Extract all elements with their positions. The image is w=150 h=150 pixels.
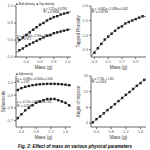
svg-text:1.2: 1.2 [48,129,54,134]
svg-text:0.6: 0.6 [37,59,43,64]
svg-text:y = -0.064x²+7.93x+76.03R² = 0: y = -0.064x²+7.93x+76.03R² = 0.971 [17,34,52,42]
svg-text:0.3: 0.3 [82,47,88,52]
svg-text:0.7: 0.7 [119,59,125,64]
svg-text:0.8: 0.8 [8,20,14,25]
svg-text:4: 4 [86,120,89,125]
svg-text:1.0: 1.0 [8,3,14,8]
svg-text:y = -0.081x²+0.002x+1.001R² =: y = -0.081x²+0.002x+1.001R² = 0.87 [17,77,53,85]
svg-text:16: 16 [84,73,89,78]
svg-text:0.8: 0.8 [8,105,14,110]
svg-text:0.9: 0.9 [133,59,139,64]
svg-text:0.5: 0.5 [82,18,88,23]
svg-text:0.8: 0.8 [108,129,114,134]
svg-text:Tapped Porosity: Tapped Porosity [76,15,81,48]
svg-text:0.4: 0.4 [94,129,100,134]
svg-text:y = -0.662x²+1.089x+0.042R² =: y = -0.662x²+1.089x+0.042R² = 0.9798 [92,7,128,15]
svg-text:y = 1.27x+0.0793R² = 0.9884: y = 1.27x+0.0793R² = 0.9884 [44,7,68,15]
svg-text:0.3: 0.3 [92,59,98,64]
svg-text:Angle of repose: Angle of repose [76,85,81,117]
svg-text:■ Bulk density ■ Tap density: ■ Bulk density ■ Tap density [16,2,55,6]
svg-text:0.4: 0.4 [19,129,25,134]
svg-text:1.0: 1.0 [8,80,14,85]
svg-text:12: 12 [84,89,89,94]
svg-text:0.4: 0.4 [8,54,14,59]
svg-text:1.0: 1.0 [65,59,71,64]
svg-text:0.6: 0.6 [8,37,14,42]
svg-text:1.2: 1.2 [123,129,129,134]
svg-text:Mass (g): Mass (g) [110,135,128,140]
svg-text:0.6: 0.6 [82,3,88,8]
svg-text:0.4: 0.4 [82,33,88,38]
svg-text:Mass (g): Mass (g) [110,65,128,70]
svg-text:Fig. 2: Effect of mass on vari: Fig. 2: Effect of mass on various physic… [18,144,132,149]
svg-text:1.6: 1.6 [138,129,142,134]
svg-text:0.9: 0.9 [8,93,14,98]
svg-text:0.5: 0.5 [105,59,111,64]
svg-text:y = -0.72x²+0.086x+0.784R² = 0: y = -0.72x²+0.086x+0.784R² = 0.506 [17,100,52,108]
svg-text:Mass (g): Mass (g) [35,65,53,70]
svg-text:0.7: 0.7 [8,118,14,123]
svg-text:Mass (g): Mass (g) [35,135,53,140]
svg-text:0.8: 0.8 [33,129,39,134]
svg-text:y = 7.73x + 1.85R² = 0.904: y = 7.73x + 1.85R² = 0.904 [92,77,114,85]
svg-text:■ Spherecity: ■ Spherecity [16,72,33,76]
svg-text:0.4: 0.4 [24,59,30,64]
svg-text:1.6: 1.6 [63,129,69,134]
svg-text:0.8: 0.8 [51,59,57,64]
svg-text:8: 8 [86,105,89,110]
